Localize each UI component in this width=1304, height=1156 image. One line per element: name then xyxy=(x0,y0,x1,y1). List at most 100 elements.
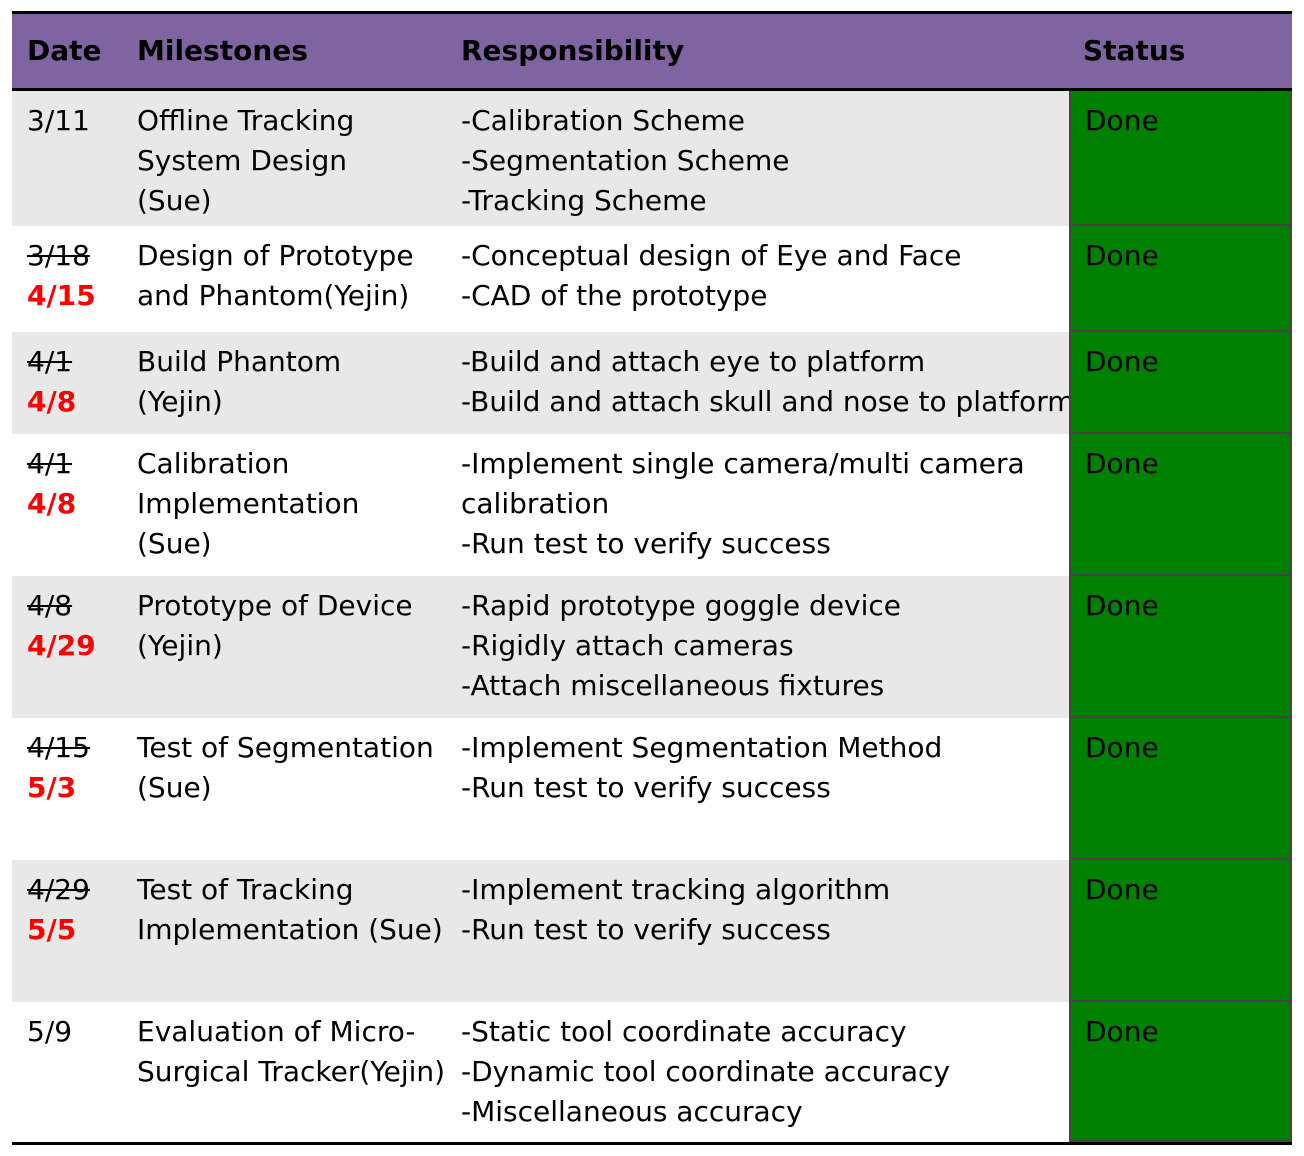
status-cell: Done xyxy=(1069,434,1292,576)
status-text: Done xyxy=(1085,731,1159,764)
new-date: 5/3 xyxy=(27,771,77,804)
old-date: 4/29 xyxy=(27,873,90,906)
responsibility-cell: -Build and attach eye to platform -Build … xyxy=(449,332,1075,434)
milestone-cell: Calibration Implementation (Sue) xyxy=(125,434,449,576)
status-text: Done xyxy=(1085,345,1159,378)
milestone-line: Design of Prototype xyxy=(137,239,414,272)
table-row: 4/1 4/8 Build Phantom (Yejin) -Build and att… xyxy=(12,332,1292,434)
status-text: Done xyxy=(1085,239,1159,272)
milestone-table: Date Milestones Responsibility Status 3/… xyxy=(12,11,1292,1145)
responsibility-line: -Rigidly attach cameras xyxy=(461,629,794,662)
table-row: 4/15 5/3 Test of Segmentation (Sue) -Impleme… xyxy=(12,718,1292,860)
new-date: 4/29 xyxy=(27,629,96,662)
table-row: 3/11 Offline Tracking System Design (Sue) -C… xyxy=(12,91,1292,226)
milestone-cell: Offline Tracking System Design (Sue) xyxy=(125,91,449,226)
table-row: 5/9 Evaluation of Micro- Surgical Tracker(… xyxy=(12,1002,1292,1142)
milestone-line: Implementation (Sue) xyxy=(137,913,443,946)
milestone-cell: Test of Segmentation (Sue) xyxy=(125,718,449,860)
responsibility-line: -Run test to verify success xyxy=(461,771,831,804)
status-cell: Done xyxy=(1069,1002,1292,1142)
milestone-line: (Sue) xyxy=(137,527,212,560)
milestone-line: Test of Tracking xyxy=(137,873,354,906)
new-date: 4/8 xyxy=(27,487,77,520)
milestone-line: Offline Tracking xyxy=(137,104,355,137)
status-cell: Done xyxy=(1069,576,1292,718)
responsibility-line: -Conceptual design of Eye and Face xyxy=(461,239,962,272)
table-row: 4/29 5/5 Test of Tracking Implementation (S… xyxy=(12,860,1292,1002)
date-cell: 4/8 4/29 xyxy=(12,576,125,718)
old-date: 4/1 xyxy=(27,345,73,378)
responsibility-line: -Miscellaneous accuracy xyxy=(461,1095,803,1128)
header-responsibility: Responsibility xyxy=(461,34,685,67)
date-cell: 4/1 4/8 xyxy=(12,434,125,576)
milestone-line: System Design xyxy=(137,144,347,177)
responsibility-line: calibration xyxy=(461,487,610,520)
responsibility-line: -Static tool coordinate accuracy xyxy=(461,1015,907,1048)
milestone-line: (Sue) xyxy=(137,771,212,804)
responsibility-cell: -Static tool coordinate accuracy -Dynamic… xyxy=(449,1002,1069,1142)
new-date: 4/15 xyxy=(27,279,96,312)
responsibility-cell: -Conceptual design of Eye and Face -CAD o… xyxy=(449,226,1069,332)
responsibility-cell: -Implement tracking algorithm -Run test t… xyxy=(449,860,1069,1002)
date-cell: 4/15 5/3 xyxy=(12,718,125,860)
milestone-line: Calibration xyxy=(137,447,290,480)
old-date: 4/15 xyxy=(27,731,90,764)
responsibility-line: -Dynamic tool coordinate accuracy xyxy=(461,1055,950,1088)
milestone-cell: Evaluation of Micro- Surgical Tracker(Yej… xyxy=(125,1002,449,1142)
table-row: 4/1 4/8 Calibration Implementation (Sue) -Imp… xyxy=(12,434,1292,576)
responsibility-line: -CAD of the prototype xyxy=(461,279,768,312)
status-text: Done xyxy=(1085,1015,1159,1048)
responsibility-line: -Rapid prototype goggle device xyxy=(461,589,902,622)
milestone-line: Evaluation of Micro- xyxy=(137,1015,416,1048)
milestone-line: and Phantom(Yejin) xyxy=(137,279,410,312)
milestone-line: Implementation xyxy=(137,487,360,520)
milestone-line: (Sue) xyxy=(137,184,212,217)
table-row: 4/8 4/29 Prototype of Device (Yejin) -Rapid … xyxy=(12,576,1292,718)
header-status: Status xyxy=(1083,34,1186,67)
table-row: 3/18 4/15 Design of Prototype and Phantom(Y… xyxy=(12,226,1292,332)
responsibility-cell: -Implement single camera/multi camera cal… xyxy=(449,434,1069,576)
status-text: Done xyxy=(1085,104,1159,137)
milestone-cell: Build Phantom (Yejin) xyxy=(125,332,449,434)
responsibility-line: -Segmentation Scheme xyxy=(461,144,790,177)
responsibility-line: -Build and attach eye to platform xyxy=(461,345,926,378)
status-cell: Done xyxy=(1069,718,1292,860)
date-cell: 3/18 4/15 xyxy=(12,226,125,332)
milestone-line: Test of Segmentation xyxy=(137,731,434,764)
status-cell: Done xyxy=(1069,91,1292,226)
responsibility-line: -Implement Segmentation Method xyxy=(461,731,943,764)
milestone-line: (Yejin) xyxy=(137,629,223,662)
status-text: Done xyxy=(1085,873,1159,906)
status-cell: Done xyxy=(1069,332,1292,434)
milestone-line: Build Phantom xyxy=(137,345,342,378)
milestone-line: Prototype of Device xyxy=(137,589,413,622)
milestone-cell: Test of Tracking Implementation (Sue) xyxy=(125,860,449,1002)
date-text: 5/9 xyxy=(27,1015,73,1048)
date-cell: 5/9 xyxy=(12,1002,125,1142)
header-milestones: Milestones xyxy=(137,34,308,67)
responsibility-cell: -Calibration Scheme -Segmentation Scheme -… xyxy=(449,91,1069,226)
milestone-line: (Yejin) xyxy=(137,385,223,418)
old-date: 4/1 xyxy=(27,447,73,480)
date-cell: 3/11 xyxy=(12,91,125,226)
responsibility-line: -Build and attach skull and nose to plat… xyxy=(461,385,1075,418)
responsibility-cell: -Implement Segmentation Method -Run test … xyxy=(449,718,1069,860)
responsibility-line: -Implement tracking algorithm xyxy=(461,873,891,906)
milestone-cell: Prototype of Device (Yejin) xyxy=(125,576,449,718)
date-text: 3/11 xyxy=(27,104,90,137)
old-date: 4/8 xyxy=(27,589,73,622)
header-date: Date xyxy=(27,34,102,67)
status-text: Done xyxy=(1085,447,1159,480)
old-date: 3/18 xyxy=(27,239,90,272)
table-body: 3/11 Offline Tracking System Design (Sue) -C… xyxy=(12,91,1292,1142)
responsibility-line: -Calibration Scheme xyxy=(461,104,745,137)
status-cell: Done xyxy=(1069,226,1292,332)
milestone-cell: Design of Prototype and Phantom(Yejin) xyxy=(125,226,449,332)
responsibility-line: -Run test to verify success xyxy=(461,913,831,946)
new-date: 5/5 xyxy=(27,913,77,946)
date-cell: 4/1 4/8 xyxy=(12,332,125,434)
responsibility-line: -Attach miscellaneous fixtures xyxy=(461,669,885,702)
responsibility-cell: -Rapid prototype goggle device -Rigidly a… xyxy=(449,576,1069,718)
milestone-line: Surgical Tracker(Yejin) xyxy=(137,1055,446,1088)
responsibility-line: -Tracking Scheme xyxy=(461,184,707,217)
